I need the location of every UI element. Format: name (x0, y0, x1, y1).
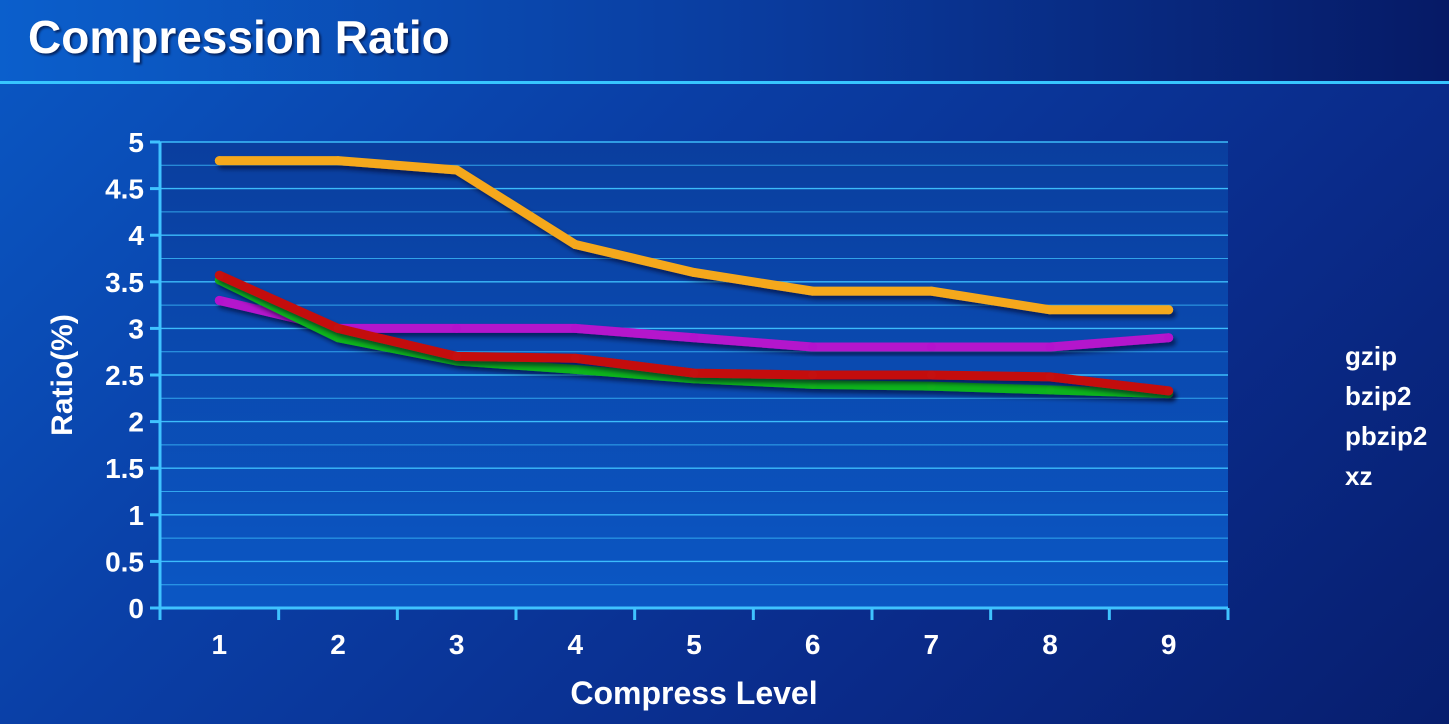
data-point-pbzip2 (214, 270, 224, 280)
x-tick-label: 9 (1161, 629, 1177, 660)
data-point-pbzip2 (926, 370, 936, 380)
y-tick-label: 5 (128, 127, 144, 158)
y-tick-label: 1 (128, 500, 144, 531)
data-point-bzip2 (1045, 385, 1055, 395)
data-point-xz (452, 323, 462, 333)
data-point-bzip2 (570, 364, 580, 374)
series-lines (214, 156, 1174, 399)
data-point-bzip2 (808, 379, 818, 389)
x-tick-label: 4 (568, 629, 584, 660)
x-axis-label: Compress Level (570, 675, 817, 711)
x-axis-ticks: 1 2 3 4 5 6 7 8 9 (158, 608, 1230, 660)
data-point-gzip (1045, 305, 1055, 315)
data-point-gzip (808, 286, 818, 296)
data-point-xz (926, 342, 936, 352)
data-point-gzip (214, 156, 224, 166)
x-tick-label: 8 (1042, 629, 1058, 660)
data-point-bzip2 (926, 381, 936, 391)
data-point-pbzip2 (333, 323, 343, 333)
data-point-gzip (1164, 305, 1174, 315)
data-point-pbzip2 (1045, 372, 1055, 382)
data-point-pbzip2 (808, 370, 818, 380)
legend: gzip bzip2 pbzip2 xz (1287, 341, 1427, 491)
y-tick-label: 3.5 (105, 267, 144, 298)
y-tick-label: 1.5 (105, 453, 144, 484)
x-tick-label: 6 (805, 629, 821, 660)
legend-label-bzip2: bzip2 (1345, 381, 1411, 411)
x-tick-label: 1 (212, 629, 228, 660)
y-tick-label: 2 (128, 407, 144, 438)
legend-label-gzip: gzip (1345, 341, 1397, 371)
y-axis-label: Ratio(%) (46, 314, 79, 436)
data-point-xz (808, 342, 818, 352)
data-point-xz (1045, 342, 1055, 352)
x-tick-label: 5 (686, 629, 702, 660)
y-tick-label: 4.5 (105, 174, 144, 205)
x-tick-label: 2 (330, 629, 346, 660)
data-point-pbzip2 (1164, 386, 1174, 396)
data-point-gzip (570, 240, 580, 250)
legend-label-xz: xz (1345, 461, 1372, 491)
data-point-gzip (926, 286, 936, 296)
page-title: Compression Ratio (28, 11, 450, 63)
data-point-gzip (452, 165, 462, 175)
data-point-xz (570, 323, 580, 333)
y-tick-label: 3 (128, 313, 144, 344)
y-tick-label: 0 (128, 593, 144, 624)
legend-label-pbzip2: pbzip2 (1345, 421, 1427, 451)
y-tick-label: 0.5 (105, 546, 144, 577)
x-tick-label: 7 (924, 629, 940, 660)
data-point-gzip (689, 267, 699, 277)
data-point-pbzip2 (689, 368, 699, 378)
data-point-bzip2 (333, 333, 343, 343)
data-point-xz (689, 333, 699, 343)
y-tick-label: 4 (128, 220, 144, 251)
title-bar: Compression Ratio (0, 0, 1449, 84)
y-axis-ticks: 0 0.5 1 1.5 2 2.5 3 3.5 4 4.5 5 (105, 127, 160, 624)
y-tick-label: 2.5 (105, 360, 144, 391)
data-point-pbzip2 (452, 351, 462, 361)
data-point-xz (1164, 333, 1174, 343)
data-point-pbzip2 (570, 353, 580, 363)
data-point-gzip (333, 156, 343, 166)
data-point-xz (214, 295, 224, 305)
line-chart: 0 0.5 1 1.5 2 2.5 3 3.5 4 4.5 5 1 2 3 4 5 6 7 8 9 gzip bzip… (46, 127, 1427, 711)
x-tick-label: 3 (449, 629, 465, 660)
